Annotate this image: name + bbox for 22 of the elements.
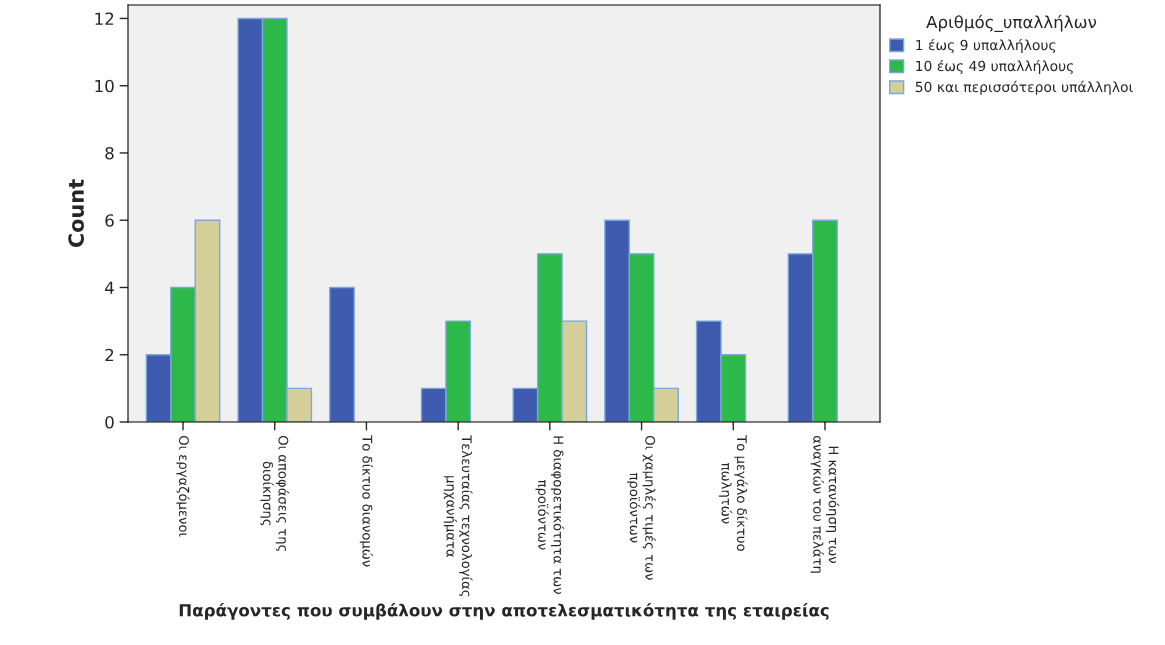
x-tick-label: Το μεγάλο δίκτυο πωλητών <box>718 435 748 551</box>
y-tick-label: 10 <box>95 79 114 93</box>
x-axis-title: Παράγοντες που συμβάλουν στην αποτελεσματικότητα της εταιρείας <box>179 603 829 620</box>
x-tick-label: Το δίκτυο διανομών <box>359 435 374 567</box>
y-tick-label: 6 <box>105 214 114 227</box>
bar <box>329 286 355 422</box>
y-tick-label: 8 <box>105 146 114 160</box>
y-tick-label: 2 <box>105 348 114 362</box>
x-tick-label: Τελευταίας τεχνολογίας μηχανήματα <box>443 435 473 597</box>
x-tick-label: Η κατανόηση των αναγκών του πελάτη <box>810 435 840 573</box>
legend-label: 50 και περισσότεροι υπάλληλοι <box>915 80 1133 95</box>
legend-title: Αριθμός_υπαλλήλων <box>926 14 1097 32</box>
y-tick-label: 4 <box>105 281 114 294</box>
y-tick-label: 12 <box>95 12 114 25</box>
legend-label: 10 έως 49 υπαλλήλους <box>916 59 1073 74</box>
legend-label: 1 έως 9 υπαλλήλους <box>916 38 1056 53</box>
y-tick-label: 0 <box>105 415 114 429</box>
x-tick-label: Οι εργαζόμενοι <box>176 435 190 537</box>
x-tick-label: Οι αποφάσεις της διοίκησης <box>260 435 290 551</box>
x-tick-label: Η διαφορετικότητα των προϊόντων <box>535 436 565 594</box>
y-axis-title: Count <box>68 179 85 248</box>
x-tick-label: Οι χαμηλές τιμές των προϊόντων <box>627 435 656 580</box>
